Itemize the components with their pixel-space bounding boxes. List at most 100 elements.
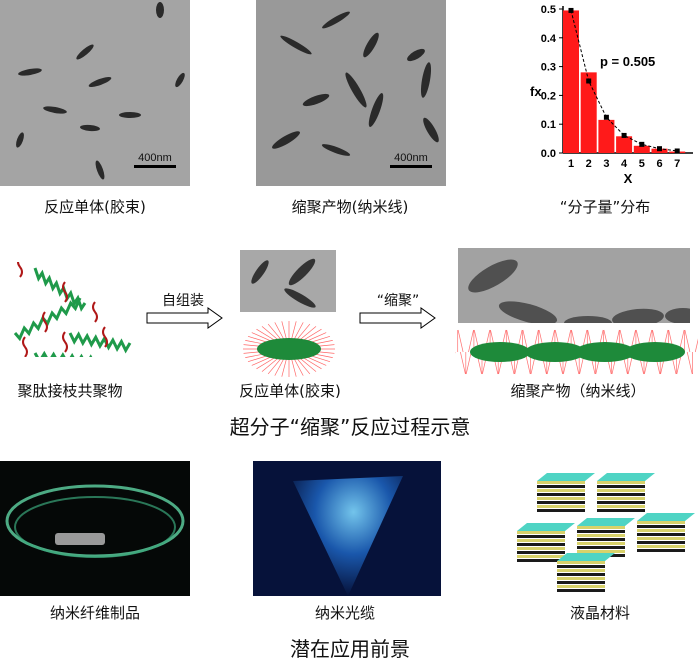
bar <box>633 145 650 153</box>
micelle-core <box>575 342 635 362</box>
chart-caption: “分子量”分布 <box>559 198 651 216</box>
side-chain <box>694 338 698 353</box>
nanowire-caption: 缩聚产物(纳米线) <box>291 198 409 216</box>
lc-layer <box>517 547 565 550</box>
process-title: 超分子“缩聚”反应过程示意 <box>229 415 471 439</box>
lc-layer <box>537 497 585 500</box>
lc-layer <box>537 485 585 488</box>
y-tick-label: 0.4 <box>541 33 557 45</box>
y-tick-label: 0.5 <box>541 4 556 16</box>
lc-layer <box>577 546 625 549</box>
bar <box>598 119 615 153</box>
particle <box>468 259 518 293</box>
particle <box>498 301 558 323</box>
polymer-helices-illustration <box>13 262 132 357</box>
nanowire-tem-image: 400nm <box>256 0 446 186</box>
data-point <box>657 146 662 152</box>
side-chain <box>62 281 68 303</box>
polymer-label: 聚肽接枝共聚物 <box>17 382 123 400</box>
annotation: p = 0.505 <box>600 54 655 69</box>
lc-top <box>597 473 655 481</box>
helix-chain <box>68 331 132 354</box>
lc-layer <box>557 585 605 588</box>
nanowire-label: 缩聚产物（纳米线） <box>510 382 646 400</box>
particle <box>272 131 300 149</box>
right-arrow-icon <box>146 307 223 329</box>
lc-layer <box>637 529 685 532</box>
lc-layer <box>557 581 605 584</box>
particle <box>321 144 351 156</box>
side-chain <box>468 329 474 353</box>
side-chain <box>465 351 472 375</box>
lc-layer <box>597 497 645 500</box>
micelle-model <box>243 321 335 377</box>
particle <box>368 93 384 127</box>
particle <box>16 132 24 148</box>
lc-layer <box>577 538 625 541</box>
side-chain <box>684 329 691 353</box>
nanowire-model <box>455 329 698 375</box>
lc-layer <box>517 535 565 538</box>
data-point <box>603 114 609 120</box>
applications-title: 潜在应用前景 <box>290 637 410 661</box>
micelle-core <box>625 342 685 362</box>
lc-layer <box>557 569 605 572</box>
lc-layer <box>517 555 565 558</box>
lc-layer <box>637 521 685 524</box>
lc-layer <box>557 577 605 580</box>
particle <box>612 308 664 323</box>
micelle-caption: 反应单体(胶束) <box>44 198 146 216</box>
side-chain <box>92 301 98 323</box>
scale-bar: 400nm <box>134 152 176 168</box>
lc-layer <box>557 573 605 576</box>
particle <box>284 288 316 308</box>
lc-layer <box>517 539 565 542</box>
lc-layer <box>517 531 565 534</box>
bar <box>563 10 579 153</box>
lc-layer <box>577 530 625 533</box>
particle <box>302 93 330 107</box>
lc-layer <box>557 589 605 592</box>
helix-chain <box>33 267 87 312</box>
particle <box>43 106 67 114</box>
liquid-crystal-illustration <box>517 473 695 592</box>
lc-layer <box>637 541 685 544</box>
x-axis-label: X <box>624 171 633 186</box>
optical-fiber-photo <box>253 461 441 596</box>
x-tick-label: 3 <box>603 158 609 170</box>
lc-layer <box>597 501 645 504</box>
particle <box>665 308 690 323</box>
micelle-tem-image: 400nm <box>0 0 190 186</box>
side-chain <box>102 326 108 348</box>
micelle-label: 反应单体(胶束) <box>239 382 341 400</box>
lc-top <box>557 553 615 561</box>
particle <box>80 124 100 132</box>
data-point <box>586 78 592 84</box>
x-tick-label: 6 <box>656 158 662 170</box>
side-chain <box>62 331 68 353</box>
data-point <box>674 148 680 154</box>
particle <box>288 258 316 286</box>
micelle-core <box>257 338 321 360</box>
lc-layer <box>637 525 685 528</box>
x-tick-label: 5 <box>639 158 645 170</box>
particle <box>564 316 612 323</box>
lc-layer <box>537 481 585 484</box>
lc-top <box>517 523 575 531</box>
y-tick-label: 0.0 <box>541 148 556 160</box>
lc-layer <box>537 489 585 492</box>
lc-layer <box>517 559 565 562</box>
lc-layer <box>597 505 645 508</box>
arrow1-label: 自组装 <box>162 293 204 309</box>
lc-layer <box>637 533 685 536</box>
bar <box>616 136 633 153</box>
x-tick-label: 1 <box>568 158 574 170</box>
helix-chain <box>33 350 93 357</box>
x-tick-label: 4 <box>621 158 628 170</box>
lc-layer <box>637 549 685 552</box>
y-axis-label: fx <box>530 84 542 99</box>
particle <box>76 44 94 60</box>
lc-layer <box>537 509 585 512</box>
bottom-label-1: 纳米光缆 <box>314 604 376 622</box>
bottom-label-0: 纳米纤维制品 <box>49 604 141 622</box>
